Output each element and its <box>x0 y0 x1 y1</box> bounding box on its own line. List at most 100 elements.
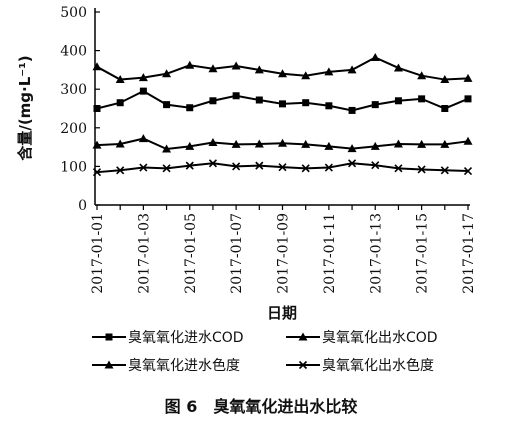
series-3-point <box>347 65 357 74</box>
series-2-point <box>254 139 264 148</box>
x-tick-label: 2017-01-03 <box>136 213 152 294</box>
series-1-point <box>325 102 333 110</box>
series-3-point <box>185 60 195 69</box>
series-1-point <box>279 100 286 108</box>
series-layer <box>92 53 473 177</box>
y-tick-label: 0 <box>78 198 87 214</box>
series-4 <box>92 159 473 177</box>
legend-item-4: 臭氧氧化出水色度 <box>286 357 434 374</box>
x-tick-label: 2017-01-13 <box>368 213 384 294</box>
series-2-point <box>440 139 450 148</box>
series-3-point <box>231 61 241 70</box>
series-4-point <box>278 163 287 172</box>
series-3-point <box>278 69 287 78</box>
x-tick-label: 2017-01-17 <box>461 213 477 294</box>
x-tick-label: 2017-01-01 <box>90 213 106 294</box>
series-3-point <box>138 73 148 82</box>
series-2-point <box>138 134 148 143</box>
series-1-point <box>93 105 101 112</box>
x-tick-label: 2017-01-11 <box>322 213 338 294</box>
legend-item-2: 臭氧氧化出水COD <box>286 330 438 346</box>
legend-item-1: 臭氧氧化进水COD <box>92 330 244 346</box>
series-3-point <box>370 53 380 62</box>
series-2 <box>92 134 473 153</box>
series-2-point <box>370 141 380 150</box>
series-1-point <box>441 105 449 112</box>
series-4-point <box>92 168 102 177</box>
y-tick-label: 100 <box>60 159 87 175</box>
x-tick-label: 2017-01-15 <box>415 213 431 294</box>
series-4-point <box>417 165 426 174</box>
y-tick-label: 400 <box>60 44 87 60</box>
series-3-point <box>463 73 473 82</box>
series-3-point <box>393 63 403 72</box>
series-3-point <box>208 64 218 73</box>
series-3-point <box>324 67 334 76</box>
legend-label: 臭氧氧化进水COD <box>128 330 244 346</box>
x-tick-label: 2017-01-09 <box>276 213 292 294</box>
series-4-point <box>139 163 148 172</box>
series-1-point <box>232 92 240 100</box>
legend: 臭氧氧化进水COD 臭氧氧化出水COD 臭氧氧化进水色度 臭氧氧化出水色度 <box>92 330 438 374</box>
legend-label: 臭氧氧化出水COD <box>322 330 438 346</box>
legend-marker <box>104 360 114 369</box>
y-axis-title: 含量/(mg·L⁻¹) <box>16 55 34 160</box>
series-2-point <box>324 141 334 150</box>
series-4-point <box>371 161 380 170</box>
series-4-point <box>394 164 403 173</box>
series-3-point <box>440 75 450 84</box>
series-2-point <box>278 138 287 147</box>
x-ticks: 2017-01-01 2017-01-03 2017-01-05 2017-01-07… <box>90 205 477 294</box>
series-2-point <box>393 139 403 148</box>
series-1-point <box>348 106 356 114</box>
series-2-point <box>231 139 241 148</box>
series-1 <box>93 87 472 114</box>
figure-caption: 图 6 臭氧氧化进出水比较 <box>165 397 358 416</box>
series-3-point <box>417 71 427 80</box>
series-4-point <box>463 166 473 176</box>
series-3-point <box>115 75 125 84</box>
y-tick-label: 200 <box>60 121 87 137</box>
series-1-point <box>186 104 194 112</box>
series-3-point <box>301 71 311 80</box>
series-4-point <box>162 164 171 173</box>
series-1-point <box>163 101 171 109</box>
series-1-point <box>116 99 124 107</box>
series-1-point <box>302 99 310 107</box>
series-4-point <box>185 161 194 170</box>
series-4-point <box>301 164 310 173</box>
series-4-point <box>116 166 125 175</box>
legend-marker <box>298 360 308 370</box>
series-1-point <box>464 95 472 103</box>
series-4-point <box>347 159 357 168</box>
legend-item-3: 臭氧氧化进水色度 <box>92 357 240 374</box>
y-tick-label: 300 <box>60 82 87 98</box>
legend-label: 臭氧氧化出水色度 <box>322 357 434 374</box>
series-1-point <box>209 97 217 105</box>
series-4-point <box>232 162 241 171</box>
series-1-point <box>371 101 379 109</box>
x-tick-label: 2017-01-07 <box>229 213 245 294</box>
series-2-point <box>208 137 218 146</box>
series-2-point <box>417 139 427 148</box>
series-1-point <box>255 96 263 104</box>
legend-marker <box>105 333 113 341</box>
series-4-point <box>440 166 449 175</box>
series-4-point <box>208 159 218 168</box>
series-3-point <box>92 62 102 71</box>
series-3-point <box>162 69 172 78</box>
legend-label: 臭氧氧化进水色度 <box>128 357 240 374</box>
legend-marker <box>298 332 308 341</box>
series-2-point <box>463 136 473 145</box>
series-1-point <box>139 87 147 95</box>
series-2-point <box>92 140 102 149</box>
series-1-point <box>394 97 402 105</box>
series-2-point <box>301 139 311 148</box>
y-ticks: 0 100 200 300 400 500 <box>60 5 100 214</box>
series-4-point <box>324 163 333 172</box>
y-tick-label: 500 <box>60 5 87 21</box>
series-1-point <box>418 95 426 103</box>
series-2-point <box>347 144 357 153</box>
series-2-point <box>115 139 125 148</box>
